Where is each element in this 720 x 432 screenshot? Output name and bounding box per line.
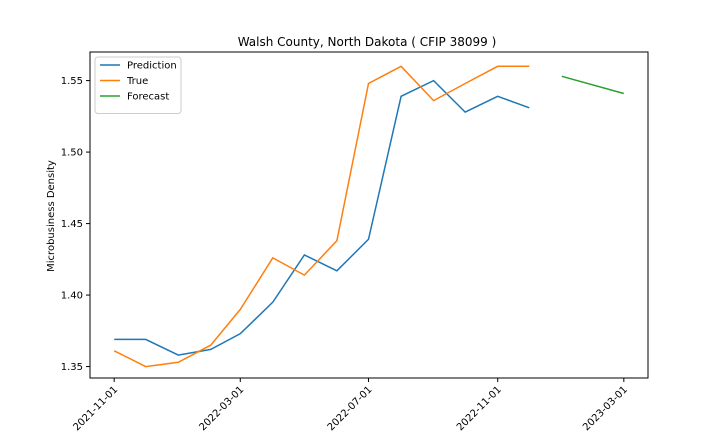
x-tick-label: 2022-07-01 (326, 384, 375, 432)
y-tick-label: 1.45 (61, 219, 83, 230)
legend-label-prediction: Prediction (127, 61, 177, 72)
x-tick-label: 2023-03-01 (581, 384, 630, 432)
plot-frame (89, 51, 649, 379)
y-tick-label: 1.55 (61, 76, 83, 87)
x-axis-ticks: 2021-11-01 2022-03-01 2022-07-01 2022-11-01… (71, 378, 630, 432)
x-tick-label: 2022-03-01 (198, 384, 247, 432)
y-tick-label: 1.50 (61, 148, 83, 159)
y-axis-ticks: 1.35 1.40 1.45 1.50 1.55 (61, 76, 90, 373)
x-tick-label: 2021-11-01 (71, 384, 120, 432)
series-line-prediction (114, 79, 530, 356)
series-line-forecast (561, 75, 625, 95)
legend-box (94, 56, 182, 114)
legend: Prediction True Forecast (94, 56, 182, 114)
x-tick-label: 2022-11-01 (455, 384, 504, 432)
y-tick-label: 1.35 (61, 362, 83, 373)
y-axis-label: Microbusiness Density (46, 160, 57, 272)
y-tick-label: 1.40 (61, 291, 83, 302)
series-line-true (113, 65, 530, 368)
chart-title: Walsh County, North Dakota ( CFIP 38099 … (238, 35, 497, 49)
legend-label-true: True (126, 76, 148, 87)
plot-lines (113, 65, 625, 368)
legend-label-forecast: Forecast (127, 92, 169, 103)
